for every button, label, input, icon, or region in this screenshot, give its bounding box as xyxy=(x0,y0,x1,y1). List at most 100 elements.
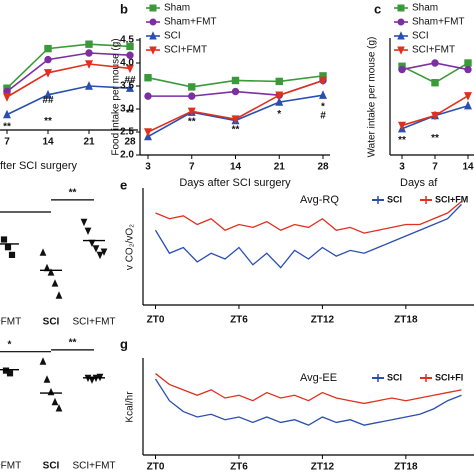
x-tick-label: ZT6 xyxy=(230,315,248,326)
x-tick-label: 7 xyxy=(4,137,10,148)
marker xyxy=(187,107,196,117)
y-tick-label: 3.5 xyxy=(120,81,134,92)
legend-marker xyxy=(397,31,405,40)
series-line xyxy=(6,85,131,116)
series-line xyxy=(155,200,462,234)
legend-label: SCI xyxy=(412,31,429,42)
marker xyxy=(188,92,196,100)
panel-label: b xyxy=(120,1,128,16)
marker xyxy=(92,245,100,253)
legend-label: SCI+FM xyxy=(435,194,468,204)
marker xyxy=(80,218,88,227)
y-axis-title: Water intake per mouse (g) xyxy=(367,37,378,158)
x-axis-title: Days af xyxy=(400,177,438,189)
legend-label: SCI+FI xyxy=(435,372,463,382)
legend-marker xyxy=(149,18,157,26)
y-axis-title: Kcal/hr xyxy=(125,391,136,423)
x-tick-label: 21 xyxy=(274,162,286,173)
annotation: # xyxy=(320,111,326,122)
marker xyxy=(231,76,240,85)
x-tick-label: +FMT xyxy=(0,461,21,472)
marker xyxy=(39,357,47,365)
x-tick-label: 7 xyxy=(432,162,438,173)
legend-label: SCI+FMT xyxy=(412,45,455,56)
legend-marker xyxy=(149,4,157,12)
annotation: ** xyxy=(232,124,240,135)
marker xyxy=(431,111,439,121)
marker xyxy=(100,248,108,256)
marker xyxy=(144,128,152,137)
marker xyxy=(85,60,93,69)
marker xyxy=(464,65,472,74)
x-tick-label: 14 xyxy=(230,162,242,173)
marker xyxy=(0,236,8,243)
x-tick-label: ZT12 xyxy=(311,315,335,326)
annotation: ** xyxy=(126,108,134,119)
legend-label: Sham xyxy=(164,3,190,14)
x-tick-label: SCI+FMT xyxy=(72,461,115,472)
annotation: ## xyxy=(42,95,54,106)
marker xyxy=(144,74,152,82)
x-axis-title: Days after SCI surgery xyxy=(179,177,291,189)
annotation: ## xyxy=(124,75,136,86)
x-tick-label: 3 xyxy=(145,162,151,173)
marker xyxy=(84,227,92,236)
legend-label: SCI+FMT xyxy=(164,45,207,56)
y-tick-label: 3.0 xyxy=(120,104,134,115)
x-tick-label: SCI xyxy=(43,461,60,472)
series-line xyxy=(6,52,131,93)
annotation: ** xyxy=(3,121,11,132)
chart-title: Avg-EE xyxy=(300,372,337,384)
marker xyxy=(431,59,439,67)
marker xyxy=(8,251,16,259)
annotation: ** xyxy=(44,116,52,127)
marker xyxy=(126,64,134,74)
marker xyxy=(44,89,52,99)
marker xyxy=(126,51,134,59)
x-tick-label: SCI xyxy=(43,317,60,328)
series-line xyxy=(6,63,131,98)
marker xyxy=(55,291,63,299)
x-tick-label: ZT0 xyxy=(147,462,165,473)
series-line xyxy=(6,43,131,89)
comparison-label: ** xyxy=(69,188,77,199)
panel-label: c xyxy=(374,1,381,16)
legend-marker xyxy=(397,18,405,26)
legend-label: SCI xyxy=(387,372,402,382)
panel-label: e xyxy=(120,177,127,192)
annotation: * xyxy=(277,109,281,120)
x-tick-label: 21 xyxy=(83,137,95,148)
marker xyxy=(6,370,14,377)
annotation: * xyxy=(321,101,325,112)
y-tick-label: 4.5 xyxy=(120,35,134,46)
legend-marker xyxy=(397,46,405,55)
marker xyxy=(51,397,59,406)
y-tick-label: 2.5 xyxy=(120,127,134,138)
x-tick-label: ZT18 xyxy=(394,462,418,473)
marker xyxy=(96,251,104,260)
marker xyxy=(464,92,472,101)
x-tick-label: 7 xyxy=(189,162,195,173)
marker xyxy=(398,121,406,131)
x-tick-label: ZT0 xyxy=(147,315,165,326)
comparison-label: ** xyxy=(69,338,77,349)
marker xyxy=(319,76,327,86)
marker xyxy=(43,375,51,383)
x-tick-label: 28 xyxy=(124,137,136,148)
x-tick-label: 14 xyxy=(42,137,54,148)
marker xyxy=(398,65,406,74)
marker xyxy=(275,97,284,106)
annotation: ** xyxy=(431,133,439,144)
marker xyxy=(55,404,63,412)
marker xyxy=(464,59,472,67)
marker xyxy=(51,279,59,287)
annotation: ** xyxy=(188,117,196,128)
x-axis-title: fter SCI surgery xyxy=(0,160,78,172)
x-tick-label: ZT18 xyxy=(394,315,418,326)
marker xyxy=(126,42,134,51)
marker xyxy=(47,268,55,276)
marker xyxy=(3,109,11,119)
y-tick-label: 2.0 xyxy=(120,150,134,161)
